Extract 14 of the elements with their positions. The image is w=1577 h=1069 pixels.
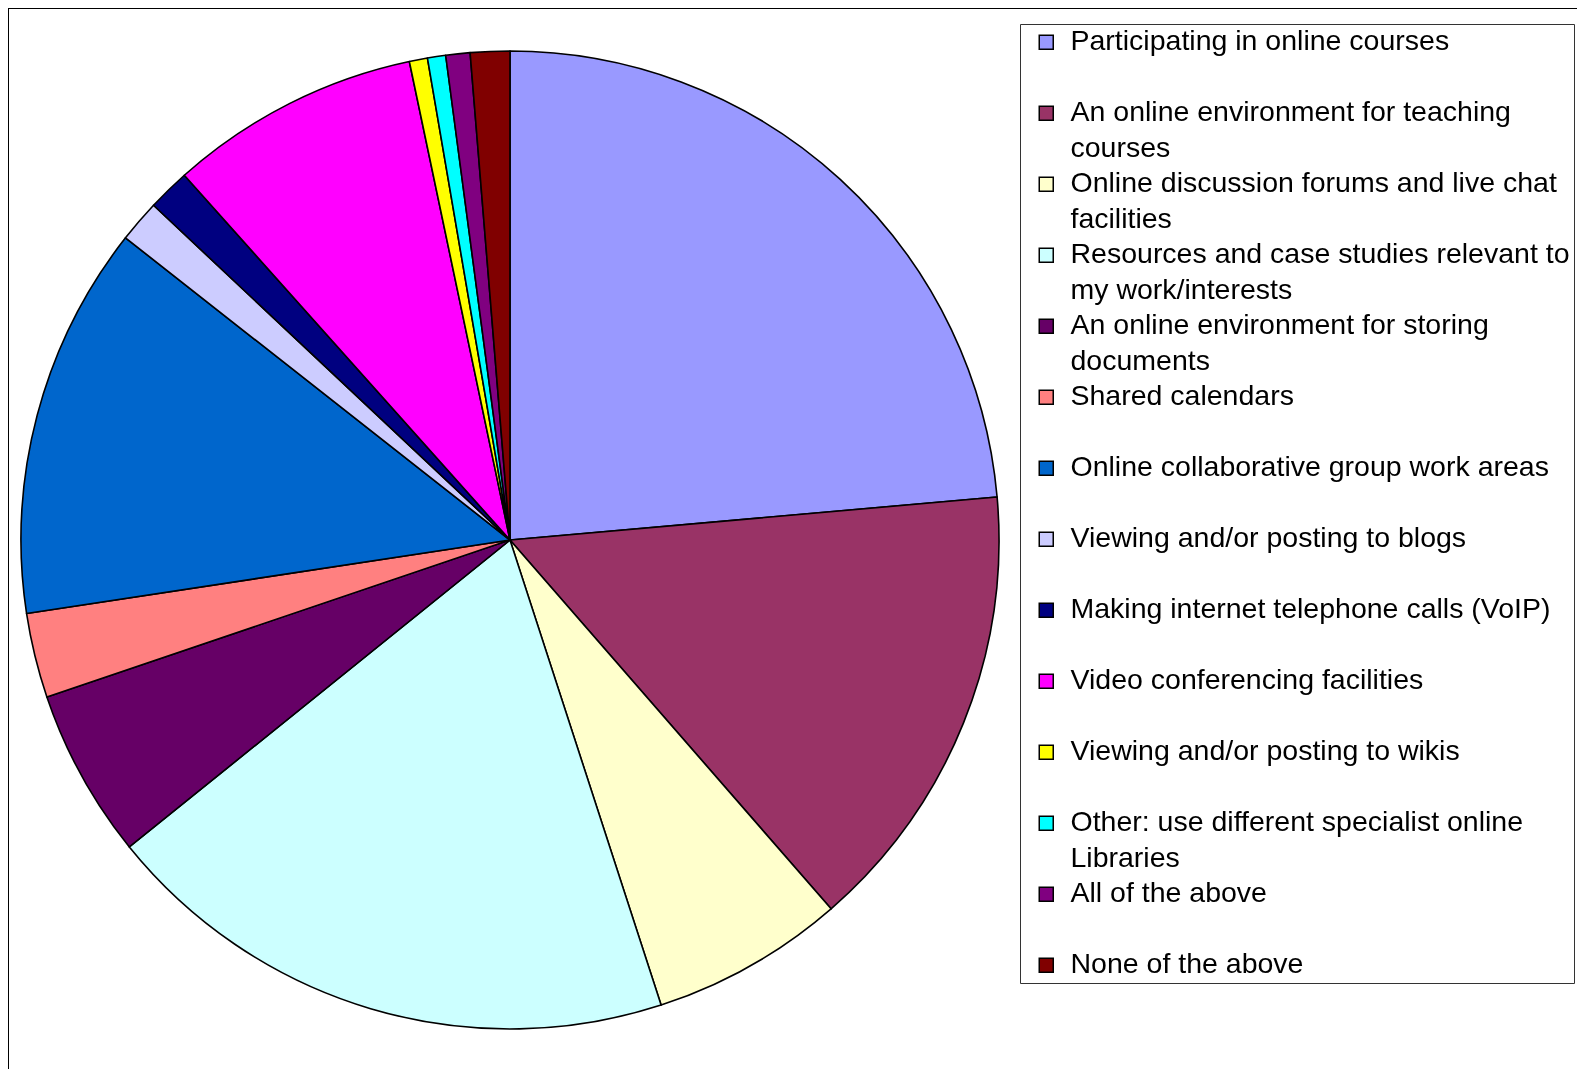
legend-label: Video conferencing facilities [1070, 663, 1424, 696]
legend-label: All of the above [1070, 876, 1267, 909]
legend-label: Resources and case studies relevant to my work/interests [1070, 237, 1570, 306]
legend-label: Online collaborative group work areas [1070, 450, 1549, 483]
legend-label: Making internet telephone calls (VoIP) [1070, 592, 1551, 625]
legend-label: Shared calendars [1070, 379, 1294, 412]
legend-label: Participating in online courses [1070, 24, 1450, 57]
legend-label: An online environment for teaching courses [1070, 95, 1511, 164]
legend-label: None of the above [1070, 947, 1304, 980]
legend-label: An online environment for storing documents [1070, 308, 1489, 377]
legend-label: Viewing and/or posting to wikis [1070, 734, 1460, 767]
legend-label: Online discussion forums and live chat facilities [1070, 166, 1557, 235]
legend-label: Viewing and/or posting to blogs [1070, 521, 1467, 554]
legend-label: Other: use different specialist online Libraries [1070, 805, 1524, 874]
